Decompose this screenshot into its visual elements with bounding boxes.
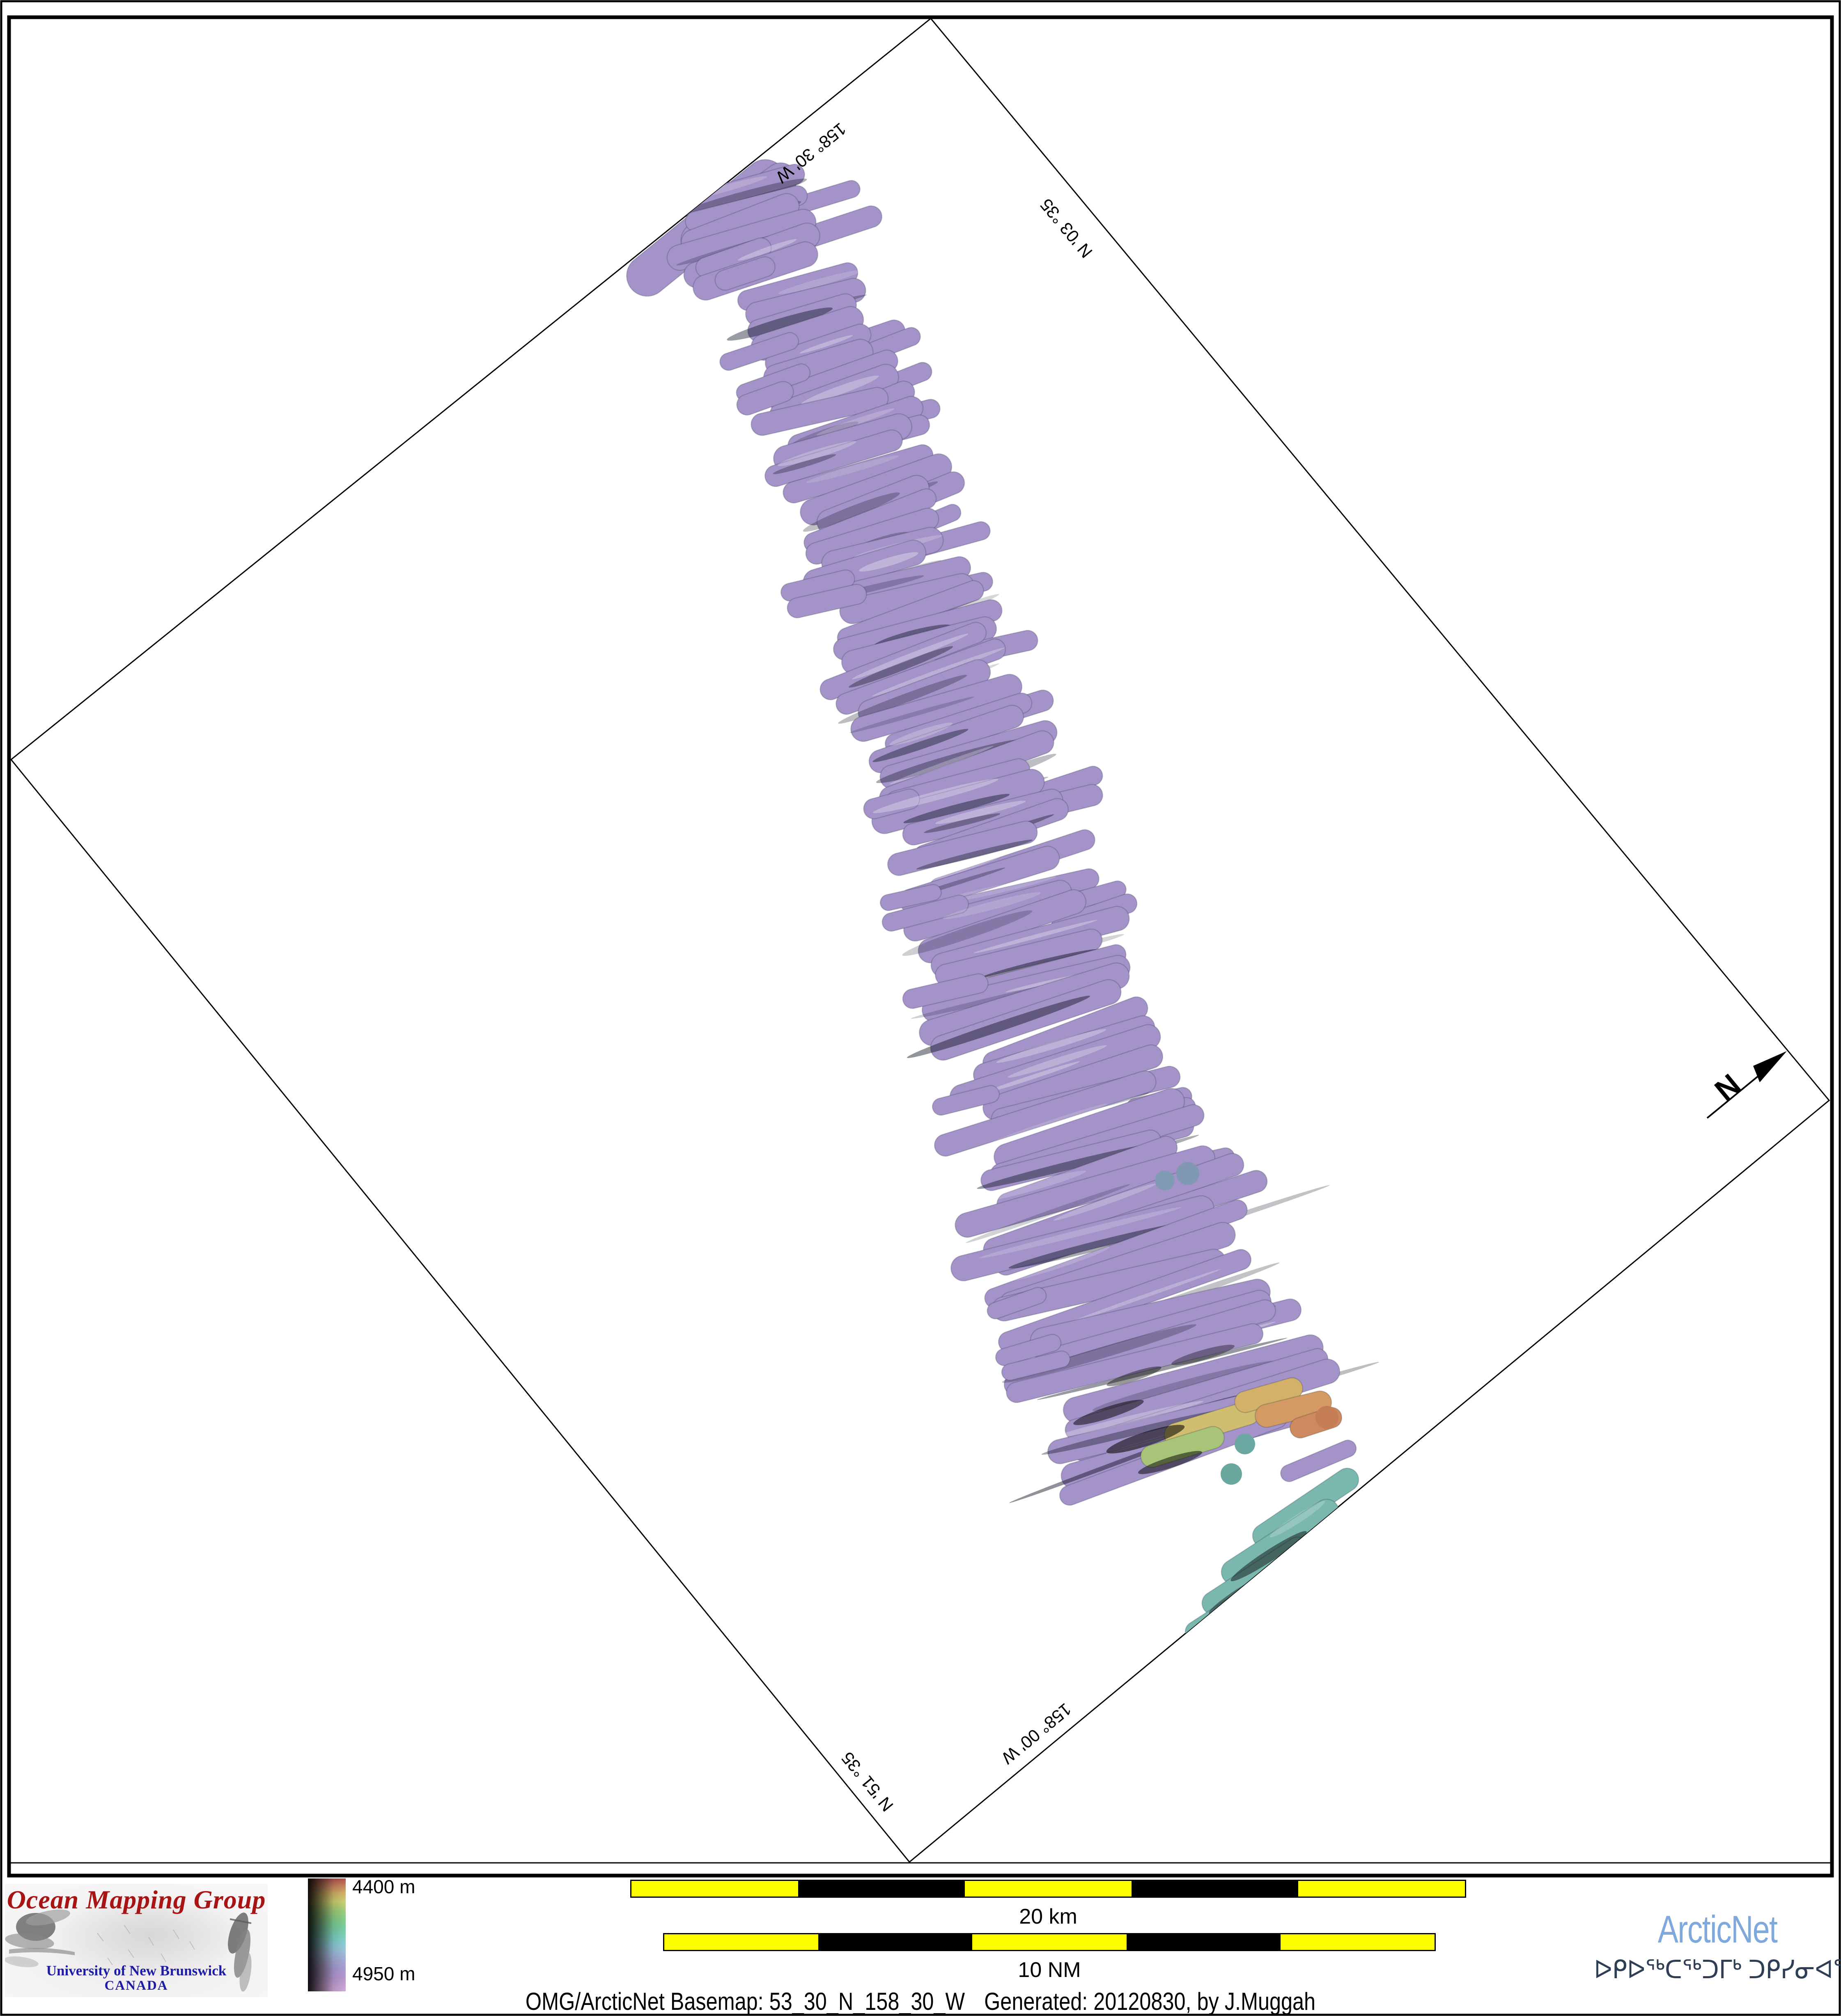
graticule-diamond: [10, 17, 1830, 1863]
map-frame: [7, 15, 1834, 1878]
scalebar-segment: [1132, 1881, 1298, 1897]
omg-title: Ocean Mapping Group: [7, 1885, 266, 1914]
scalebar-segment: [965, 1881, 1132, 1897]
scalebar-segment: [798, 1881, 965, 1897]
graticule-label-top-right: N '03 °35: [1036, 195, 1096, 262]
omg-logo: Ocean Mapping Group University of New Br…: [5, 1884, 268, 1997]
scalebar-nm-label: 10 NM: [1018, 1958, 1081, 1982]
scalebar-segment: [1280, 1934, 1435, 1950]
sonar-texture: [97, 1924, 195, 1965]
north-arrow-head: [1753, 1051, 1787, 1082]
graticule-label-top-left: 158° 30' W: [772, 119, 850, 187]
scalebar-segment: [1298, 1881, 1465, 1897]
north-arrow: N: [1706, 1051, 1787, 1119]
omg-country: CANADA: [104, 1978, 168, 1993]
scalebar-km: [630, 1880, 1466, 1898]
graticule-label-bottom-left: N '51 °35: [838, 1748, 897, 1815]
north-arrow-label: N: [1708, 1067, 1747, 1107]
scalebar-segment: [818, 1934, 973, 1950]
feather-right-icon: [228, 1913, 252, 1992]
scalebar-segment: [631, 1881, 798, 1897]
omg-logo-art: [5, 1909, 252, 1992]
caption-basemap: OMG/ArcticNet Basemap: 53_30_N_158_30_W: [525, 1988, 965, 2015]
arcticnet-logo: ArcticNet: [1657, 1908, 1778, 1951]
map-caption: OMG/ArcticNet Basemap: 53_30_N_158_30_W G…: [455, 1987, 1386, 2016]
depth-label-shallow: 4400 m: [352, 1876, 415, 1897]
bathymetry-swath: [626, 159, 1380, 1662]
caption-generated: Generated: 20120830, by J.Muggah: [984, 1988, 1316, 2015]
scalebar-segment: [1126, 1934, 1281, 1950]
depth-label-deep: 4950 m: [352, 1963, 415, 1984]
arcticnet-inuktitut: ᐅᑭᐅᖅᑕᖅᑐᒥᒃ ᑐᑭᓯᓂᐊᖅᑲᑎᒌᑦ: [1594, 1956, 1841, 1984]
omg-university: University of New Brunswick: [46, 1963, 227, 1979]
scalebar-segment: [664, 1934, 819, 1950]
scalebar-nm: [663, 1933, 1436, 1951]
depth-colorbar: [308, 1878, 346, 1991]
feather-left-icon: [5, 1909, 75, 1968]
scalebar-km-label: 20 km: [1019, 1905, 1077, 1929]
scalebar-segment: [972, 1934, 1127, 1950]
